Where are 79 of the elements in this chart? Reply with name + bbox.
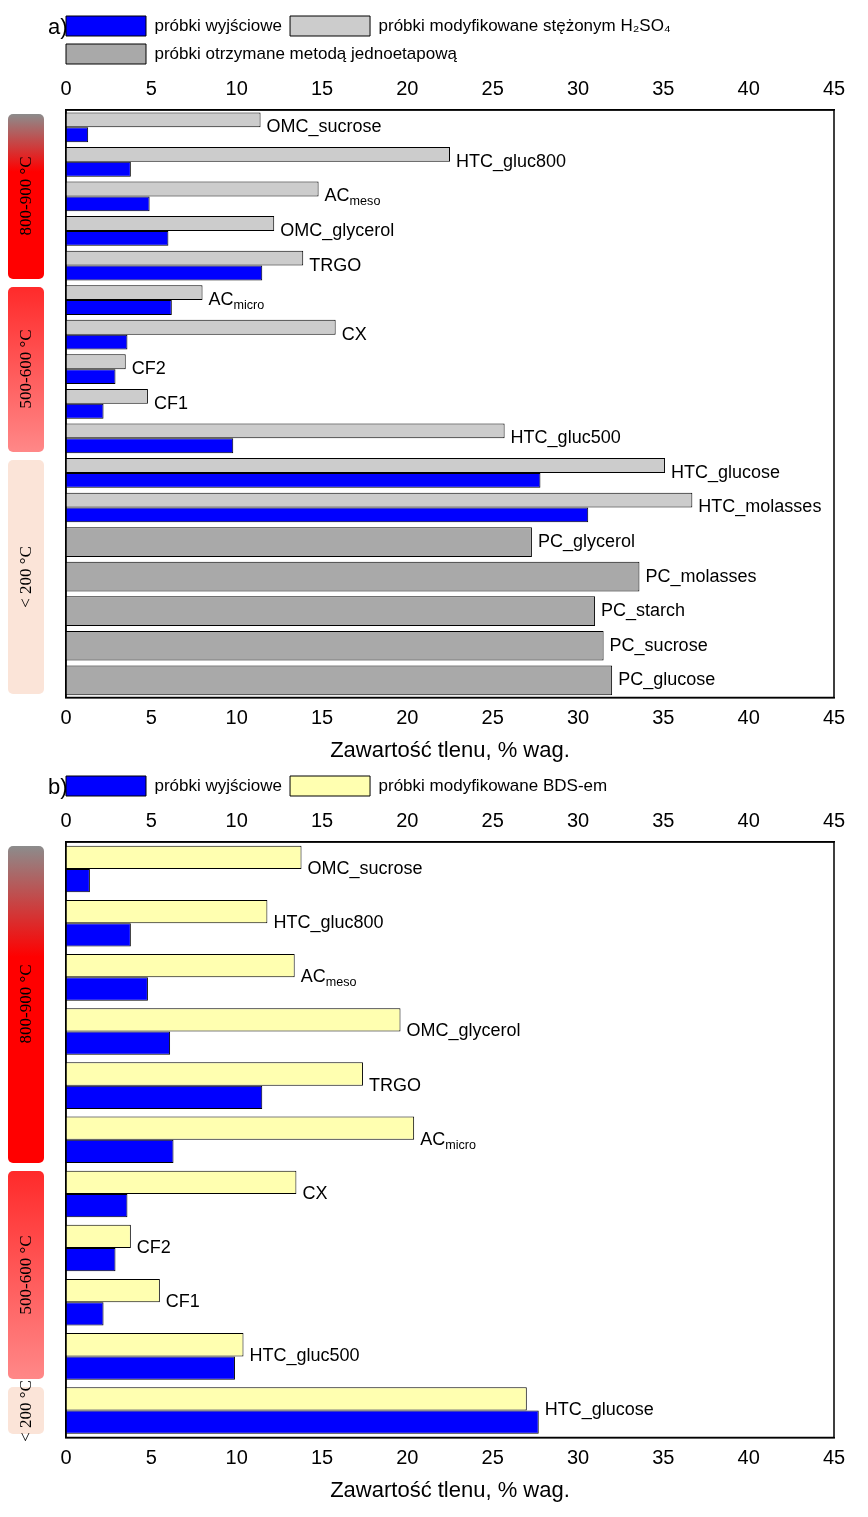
category-label: HTC_molasses <box>698 496 822 517</box>
legend-label: próbki wyjściowe <box>154 775 283 795</box>
text: < 200 °C <box>16 545 36 608</box>
x2-tick-label: 45 <box>822 808 846 831</box>
text: 800-900 °C <box>16 156 36 236</box>
category-label: OMC_glycerol <box>280 219 395 240</box>
category-label: TRGO <box>368 1074 421 1095</box>
category-label: CF2 <box>136 1237 171 1258</box>
category-label: CF2 <box>131 358 166 379</box>
category-label: HTC_gluc800 <box>456 150 567 171</box>
x2-tick-label: 35 <box>652 808 675 831</box>
x2-tick-label: 10 <box>225 808 248 831</box>
x-tick-label: 5 <box>145 1446 157 1469</box>
text: 800-900 °C <box>16 964 36 1044</box>
category-label: HTC_gluc800 <box>273 912 384 933</box>
x-tick-label: 40 <box>737 1446 760 1469</box>
legend-label: próbki otrzymane metodą jednoetapową <box>154 43 458 63</box>
x-tick-label: 10 <box>225 706 248 729</box>
x-tick-label: 45 <box>822 706 846 729</box>
x2-tick-label: 20 <box>396 76 419 99</box>
x2-tick-label: 15 <box>310 808 334 831</box>
legend-label: próbki modyfikowane stężonym H₂SO₄ <box>378 15 671 35</box>
x-tick-label: 35 <box>652 706 675 729</box>
x2-tick-label: 15 <box>310 76 334 99</box>
legend-label: próbki modyfikowane BDS-em <box>378 775 608 795</box>
category-label: PC_glucose <box>618 669 716 690</box>
category-label: OMC_sucrose <box>307 858 423 879</box>
x2-tick-label: 30 <box>566 808 590 831</box>
x2-tick-label: 25 <box>481 76 504 99</box>
legend-label: próbki wyjściowe <box>154 15 283 35</box>
x2-tick-label: 45 <box>822 76 846 99</box>
x2-tick-label: 5 <box>145 808 157 831</box>
category-label: OMC_glycerol <box>406 1020 521 1041</box>
x2-tick-label: 40 <box>737 808 760 831</box>
x2-tick-label: 20 <box>396 808 419 831</box>
x2-tick-label: 40 <box>737 76 760 99</box>
x-tick-label: 30 <box>566 706 590 729</box>
category-label: PC_glycerol <box>537 531 635 552</box>
x-tick-label: 45 <box>822 1446 846 1469</box>
x-tick-label: 25 <box>481 706 504 729</box>
text: a) <box>48 14 68 40</box>
x-tick-label: 40 <box>737 706 760 729</box>
x-axis-title: Zawartość tlenu, % wag. <box>330 1476 570 1502</box>
x2-tick-label: 5 <box>145 76 157 99</box>
x2-tick-label: 35 <box>652 76 675 99</box>
x-tick-label: 15 <box>310 706 334 729</box>
category-label: CX <box>341 323 367 344</box>
category-label: HTC_gluc500 <box>249 1345 360 1366</box>
x-tick-label: 30 <box>566 1446 590 1469</box>
category-label: HTC_gluc500 <box>510 427 621 448</box>
category-label: PC_starch <box>601 600 686 621</box>
text: b) <box>48 774 68 800</box>
x-tick-label: 10 <box>225 1446 248 1469</box>
category-label: HTC_glucose <box>671 461 781 482</box>
x-tick-label: 15 <box>310 1446 334 1469</box>
x-tick-label: 20 <box>396 1446 419 1469</box>
x-axis-title: Zawartość tlenu, % wag. <box>330 736 570 762</box>
x2-tick-label: 25 <box>481 808 504 831</box>
x2-tick-label: 10 <box>225 76 248 99</box>
text: 500-600 °C <box>16 1235 36 1315</box>
category-label: CF1 <box>165 1291 200 1312</box>
x2-tick-label: 0 <box>60 76 72 99</box>
x-tick-label: 35 <box>652 1446 675 1469</box>
x-tick-label: 25 <box>481 1446 504 1469</box>
x-tick-label: 0 <box>60 1446 72 1469</box>
category-label: HTC_glucose <box>544 1399 654 1420</box>
category-label: CX <box>302 1182 328 1203</box>
text: 500-600 °C <box>16 329 36 409</box>
category-label: TRGO <box>309 254 362 275</box>
x-tick-label: 5 <box>145 706 157 729</box>
category-label: PC_sucrose <box>609 634 708 655</box>
category-label: CF1 <box>153 392 188 413</box>
category-label: OMC_sucrose <box>266 116 382 137</box>
category-label: PC_molasses <box>645 565 757 586</box>
x-tick-label: 20 <box>396 706 419 729</box>
text: < 200 °C <box>16 1379 36 1442</box>
x-tick-label: 0 <box>60 706 72 729</box>
x2-tick-label: 30 <box>566 76 590 99</box>
x2-tick-label: 0 <box>60 808 72 831</box>
